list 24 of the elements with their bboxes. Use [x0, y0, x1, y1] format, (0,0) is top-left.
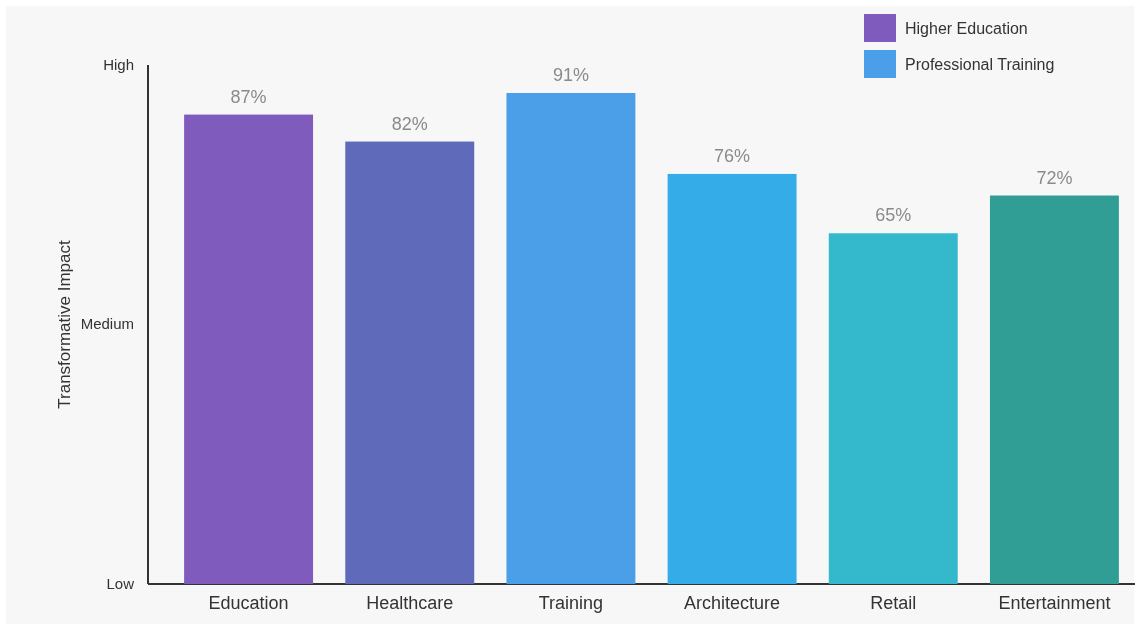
x-tick-label: Architecture	[684, 592, 781, 613]
x-tick-label: Entertainment	[998, 592, 1111, 613]
x-tick-label: Training	[538, 592, 604, 613]
bar	[828, 233, 958, 584]
x-tick-label: Retail	[870, 592, 917, 613]
legend-label: Higher Education	[905, 20, 1028, 37]
text: High	[103, 55, 134, 73]
bar	[345, 141, 475, 584]
data-label: 76%	[714, 145, 751, 166]
bar	[989, 195, 1119, 584]
legend-label: Professional Training	[905, 56, 1055, 73]
text: Medium	[80, 315, 134, 333]
bar	[184, 114, 314, 584]
bar	[667, 173, 797, 584]
data-label: 65%	[875, 205, 912, 226]
data-label: 87%	[230, 86, 267, 107]
data-label: 91%	[552, 65, 589, 85]
x-tick-label: Healthcare	[366, 592, 454, 613]
y-axis-title: Transformative Impact	[55, 239, 74, 409]
data-label: 72%	[1036, 167, 1073, 188]
text: Low	[106, 574, 135, 592]
bar	[506, 93, 636, 584]
x-tick-label: Education	[208, 592, 289, 613]
data-label: 82%	[391, 113, 428, 134]
